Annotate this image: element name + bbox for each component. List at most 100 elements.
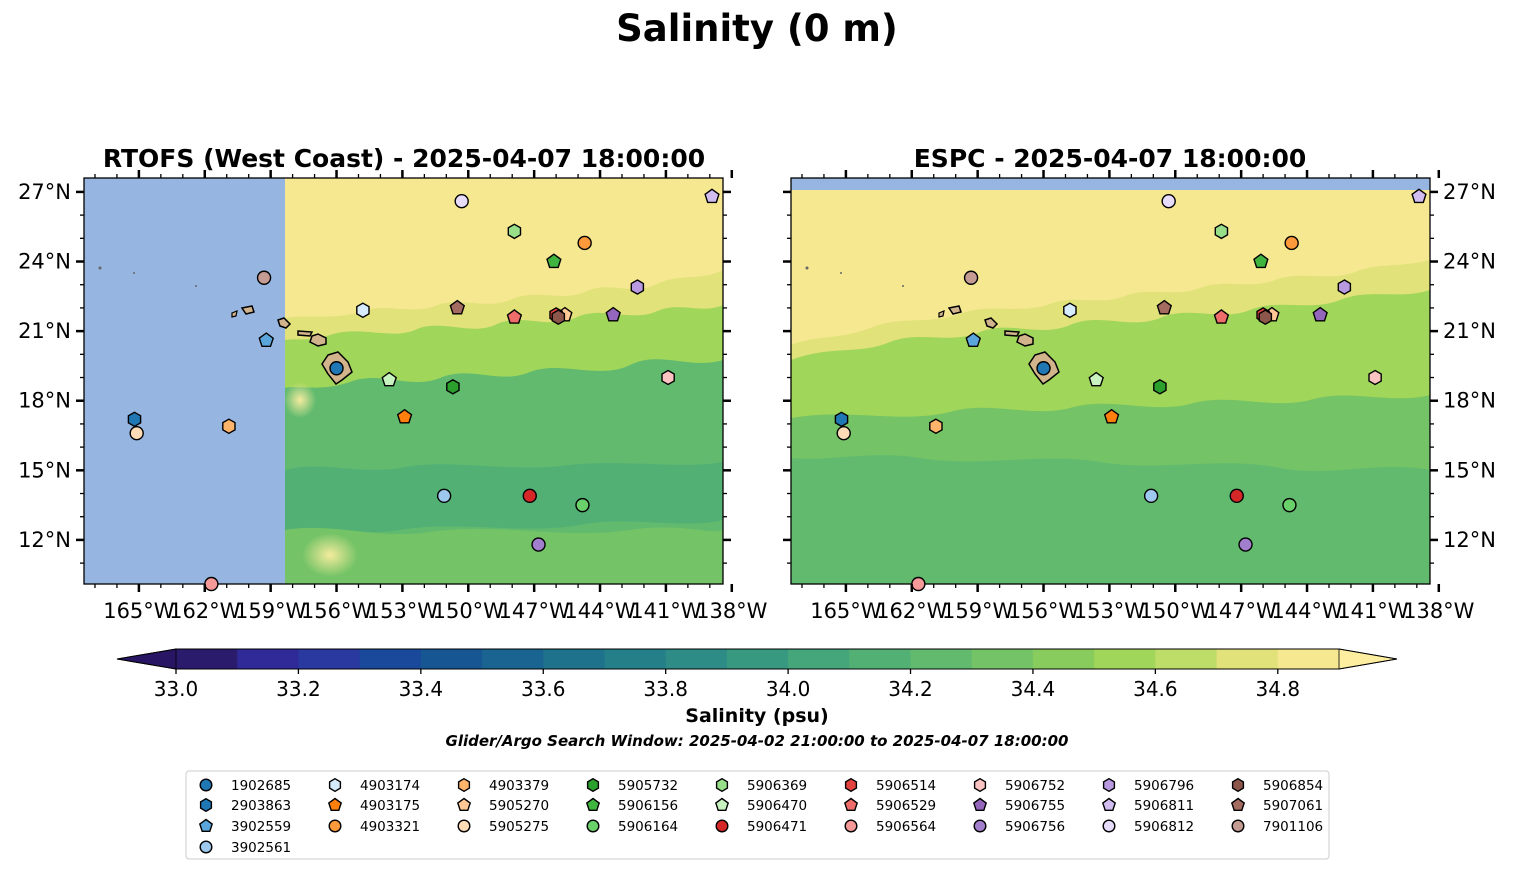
maui-island <box>309 333 327 347</box>
espc-float-marker-5906854 <box>1258 309 1273 326</box>
espc-axes: 165°W162°W159°W156°W153°W150°W147°W144°W… <box>783 170 1496 623</box>
legend-label: 4903379 <box>489 778 549 794</box>
legend-marker-2903863 <box>199 797 213 813</box>
rtofs-float-marker-5905732 <box>446 378 460 395</box>
colorbar-segment <box>1155 649 1218 669</box>
espc-x-tick-label: 138°W <box>1403 599 1475 623</box>
espc-float-marker-5905275 <box>836 426 851 441</box>
espc-float-marker-5906755 <box>1312 306 1328 322</box>
colorbar-segment <box>910 649 973 669</box>
legend-marker-5905270 <box>456 797 472 811</box>
colorbar-tick-label: 33.6 <box>521 677 566 701</box>
rtofs-float-marker-4903175 <box>396 408 413 424</box>
rtofs-panel: RTOFS (West Coast) - 2025-04-07 18:00:00 <box>18 144 768 623</box>
rtofs-float-marker-4903379 <box>222 418 236 435</box>
rtofs-title: RTOFS (West Coast) - 2025-04-07 18:00:00 <box>103 144 705 173</box>
espc-float-marker-5906470 <box>1088 371 1105 387</box>
colorbar-segment <box>1277 649 1340 669</box>
rtofs-float-marker-5906369 <box>507 223 522 240</box>
rtofs-float-marker-4903174 <box>356 302 370 319</box>
colorbar-tick-label: 33.4 <box>399 677 444 701</box>
colorbar-tick-label: 33.8 <box>643 677 688 701</box>
legend-marker-5906796 <box>1102 777 1116 793</box>
legend-label: 5906756 <box>1005 819 1065 835</box>
legend-marker-4903321 <box>328 819 342 833</box>
rtofs-x-tick-label: 144°W <box>564 599 636 623</box>
rtofs-y-tick-label: 15°N <box>18 458 71 482</box>
rtofs-float-marker-5906752 <box>661 369 675 386</box>
rtofs-float-marker-5906812 <box>454 193 469 209</box>
nw-islet <box>840 272 842 274</box>
espc-float-marker-4903175 <box>1103 408 1120 424</box>
espc-y-tick-label: 18°N <box>1443 389 1496 413</box>
colorbar-segment <box>788 649 850 669</box>
rtofs-markers <box>127 188 720 592</box>
colorbar-segment <box>237 649 300 669</box>
espc-float-marker-3902561 <box>1143 488 1159 504</box>
rtofs-x-tick-label: 165°W <box>103 599 175 623</box>
colorbar-segment <box>604 649 667 669</box>
espc-y-tick-label: 24°N <box>1443 250 1496 274</box>
legend-marker-5905275 <box>457 819 471 833</box>
rtofs-x-tick-label: 147°W <box>498 599 570 623</box>
rtofs-x-tick-label: 141°W <box>630 599 702 623</box>
legend-marker-5906854 <box>1231 777 1245 793</box>
molokai-island <box>1004 330 1021 337</box>
rtofs-float-marker-7901106 <box>256 270 272 285</box>
espc-panel: ESPC - 2025-04-07 18:00:00 165°W162°W159… <box>783 144 1496 623</box>
legend-label: 5906564 <box>876 819 936 835</box>
espc-float-marker-5906156 <box>1253 253 1269 269</box>
rtofs-axes: 165°W162°W159°W156°W153°W150°W147°W144°W… <box>18 170 768 623</box>
figure-title: Salinity (0 m) <box>616 7 898 50</box>
rtofs-float-marker-2903863 <box>127 411 142 428</box>
rtofs-y-tick-label: 21°N <box>18 319 71 343</box>
legend-marker-5906529 <box>843 797 859 811</box>
legend-label: 5906529 <box>876 798 936 814</box>
legend-marker-5906470 <box>714 797 730 811</box>
legend-label: 3902561 <box>231 840 291 856</box>
colorbar-segment <box>726 649 789 669</box>
rtofs-x-tick-label: 159°W <box>235 599 307 623</box>
rtofs-high-salinity-patch <box>284 382 316 418</box>
legend-marker-5906471 <box>715 819 729 833</box>
legend-label: 5906811 <box>1134 798 1194 814</box>
rtofs-float-marker-5906471 <box>522 488 537 504</box>
legend-label: 4903321 <box>360 819 420 835</box>
legend-label: 5906755 <box>1005 798 1065 814</box>
espc-y-tick-label: 27°N <box>1443 180 1496 204</box>
legend-label: 4903174 <box>360 778 420 794</box>
espc-float-marker-7901106 <box>963 270 979 285</box>
rtofs-float-marker-5906164 <box>575 497 590 513</box>
colorbar-tick-label: 34.6 <box>1133 677 1178 701</box>
colorbar-segment <box>1216 649 1279 669</box>
espc-x-tick-label: 165°W <box>810 599 882 623</box>
rtofs-float-marker-5906811 <box>704 188 720 204</box>
colorbar-label: Salinity (psu) <box>685 705 828 727</box>
rtofs-x-tick-label: 153°W <box>367 599 439 623</box>
espc-no-data-strip <box>791 178 1430 190</box>
rtofs-float-marker-4903321 <box>577 235 592 251</box>
nw-islet <box>133 272 135 274</box>
legend-label: 5906752 <box>1005 778 1065 794</box>
rtofs-float-marker-5906796 <box>630 279 645 295</box>
espc-float-marker-5906756 <box>1238 537 1253 552</box>
rtofs-float-marker-5906756 <box>531 537 546 552</box>
rtofs-y-tick-label: 27°N <box>18 180 71 204</box>
espc-x-tick-label: 147°W <box>1205 599 1277 623</box>
rtofs-float-marker-1902685 <box>329 361 344 376</box>
legend-label: 1902685 <box>231 778 291 794</box>
colorbar-segment <box>482 649 544 669</box>
rtofs-x-tick-label: 138°W <box>696 599 768 623</box>
colorbar-tick-label: 33.2 <box>276 677 321 701</box>
espc-x-tick-label: 153°W <box>1074 599 1146 623</box>
legend-marker-4903175 <box>327 797 343 811</box>
oahu-island <box>984 317 999 329</box>
legend-label: 5906470 <box>747 798 807 814</box>
colorbar-segment <box>543 649 606 669</box>
espc-y-tick-label: 15°N <box>1443 458 1496 482</box>
legend-marker-5906156 <box>585 797 601 811</box>
espc-float-marker-5906529 <box>1213 309 1230 324</box>
espc-x-tick-label: 141°W <box>1337 599 1409 623</box>
nw-islet <box>195 285 197 287</box>
